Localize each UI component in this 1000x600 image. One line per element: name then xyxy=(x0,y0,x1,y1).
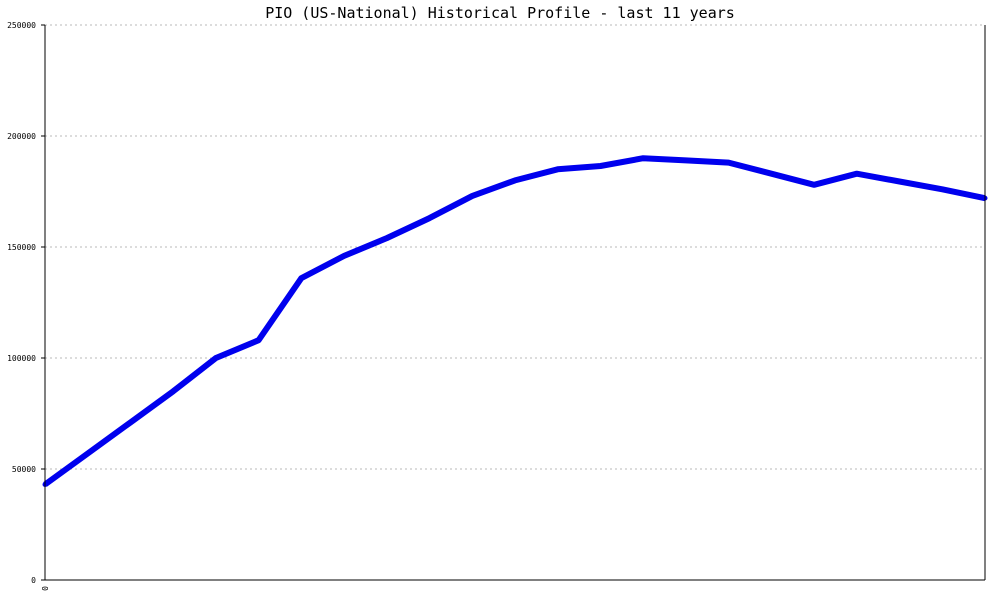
x-tick-label: 0 xyxy=(41,586,50,591)
data-point xyxy=(85,450,91,456)
series-line xyxy=(43,155,986,487)
data-point xyxy=(854,171,860,177)
y-tick-label: 250000 xyxy=(7,21,36,30)
data-point xyxy=(512,177,518,183)
data-point xyxy=(597,163,603,169)
data-point xyxy=(213,355,219,361)
y-tick-label: 0 xyxy=(31,576,36,585)
data-point xyxy=(555,166,561,172)
data-point xyxy=(384,235,390,241)
data-point xyxy=(768,171,774,177)
y-tick-label: 50000 xyxy=(12,465,36,474)
series-group xyxy=(42,155,988,488)
data-point xyxy=(683,157,689,163)
data-point xyxy=(170,388,176,394)
data-point xyxy=(341,253,347,259)
x-axis-ticks: 0 xyxy=(41,586,50,591)
data-point xyxy=(811,182,817,188)
chart-title: PIO (US-National) Historical Profile - l… xyxy=(265,4,735,22)
y-tick-label: 100000 xyxy=(7,354,36,363)
data-point xyxy=(640,155,646,161)
data-point xyxy=(897,179,903,185)
data-point xyxy=(939,186,945,192)
data-point xyxy=(127,419,133,425)
data-point xyxy=(726,160,732,166)
y-axis-ticks: 0 50000 100000 150000 200000 250000 xyxy=(7,21,45,585)
y-tick-label: 150000 xyxy=(7,243,36,252)
data-point xyxy=(469,193,475,199)
data-point xyxy=(298,275,304,281)
grid-lines xyxy=(45,24,985,470)
data-point xyxy=(256,337,262,343)
y-tick-label: 200000 xyxy=(7,132,36,141)
data-point xyxy=(427,215,433,221)
